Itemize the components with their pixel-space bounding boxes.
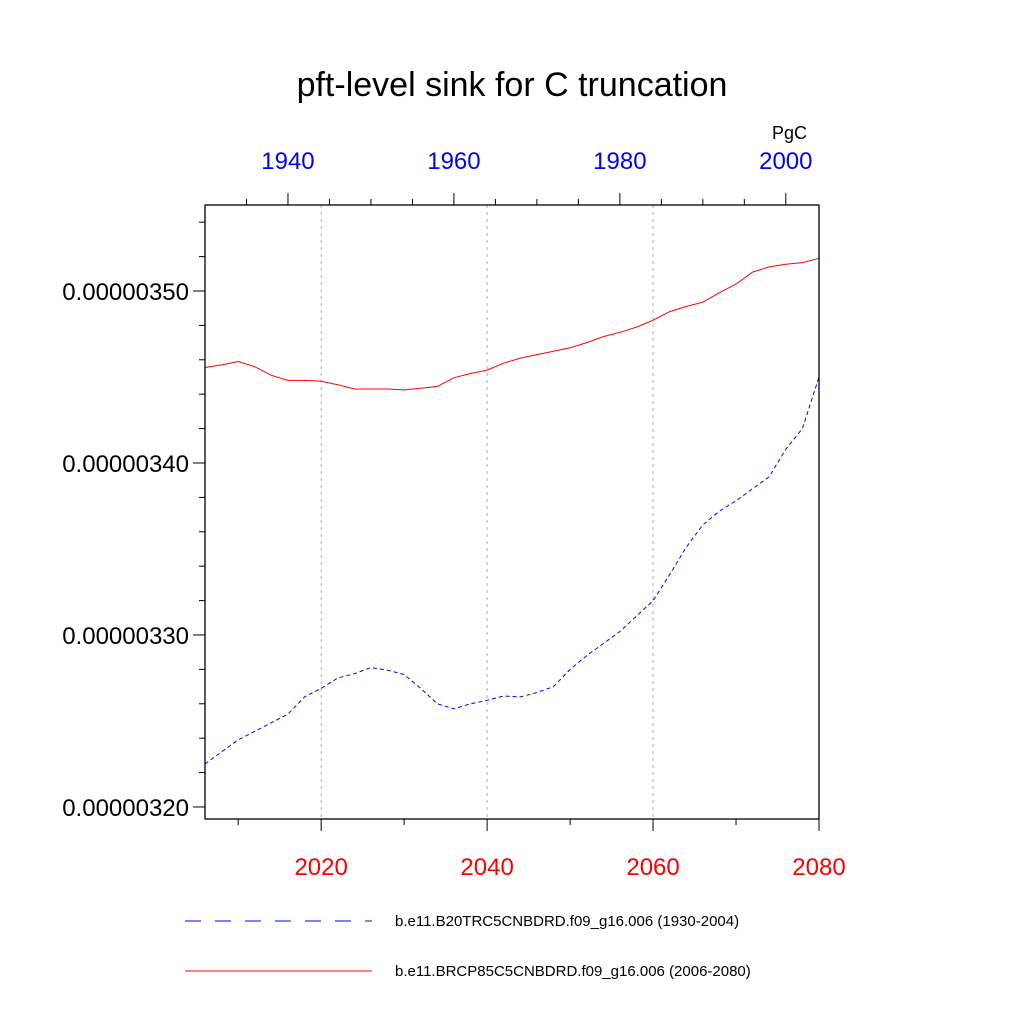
axes: 0.00000320 0.00000330 0.00000340 0.00000350… — [62, 148, 845, 881]
y-tick-label: 0.00000330 — [62, 623, 189, 650]
legend: b.e11.B20TRC5CNBDRD.f09_g16.006 (1930-20… — [185, 913, 751, 980]
x-top-tick-label: 2000 — [759, 148, 812, 175]
grid-lines — [320, 205, 654, 819]
series-line-0 — [204, 376, 820, 765]
x-top-tick-label: 1980 — [593, 148, 646, 175]
x-top-tick-label: 1960 — [427, 148, 480, 175]
x-bottom-tick-label: 2040 — [460, 854, 513, 881]
plot-frame — [204, 204, 820, 820]
units-label: PgC — [772, 123, 807, 143]
x-top-tick-label: 1940 — [261, 148, 314, 175]
y-tick-label: 0.00000350 — [62, 279, 189, 306]
chart-title: pft-level sink for C truncation — [297, 66, 728, 104]
y-tick-label: 0.00000340 — [62, 451, 189, 478]
legend-label-1: b.e11.BRCP85C5CNBDRD.f09_g16.006 (2006-2… — [395, 963, 751, 980]
legend-label-0: b.e11.B20TRC5CNBDRD.f09_g16.006 (1930-20… — [395, 913, 739, 930]
x-bottom-tick-label: 2060 — [626, 854, 679, 881]
series-line-1 — [204, 257, 820, 391]
x-bottom-tick-label: 2080 — [792, 854, 845, 881]
plot-area — [204, 257, 820, 765]
x-bottom-tick-label: 2020 — [294, 854, 347, 881]
y-tick-label: 0.00000320 — [62, 795, 189, 822]
